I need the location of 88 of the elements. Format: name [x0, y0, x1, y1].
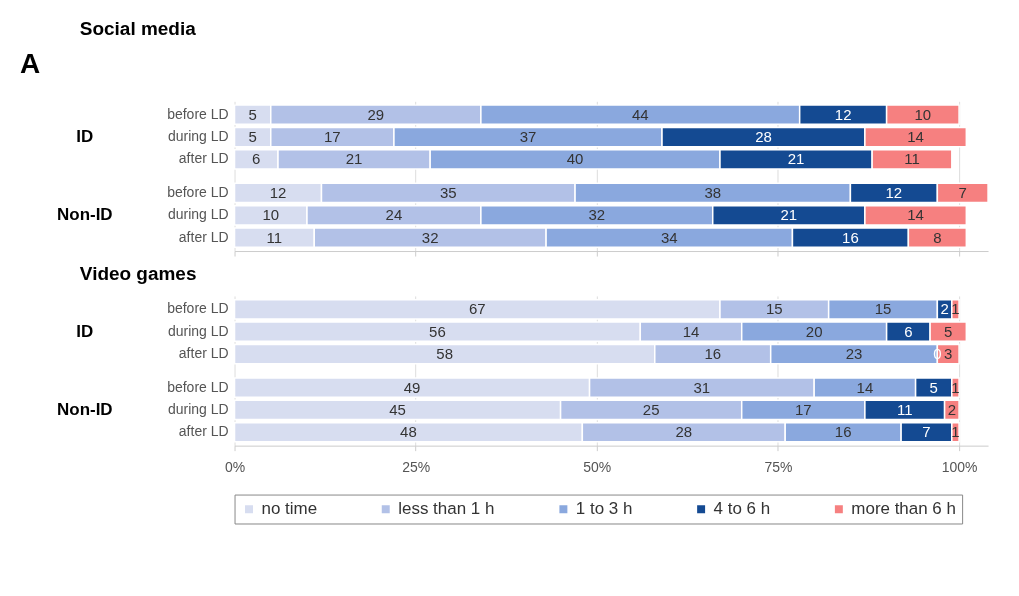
data-label: 34	[660, 228, 678, 246]
data-label: 21	[787, 150, 805, 168]
data-label: 2	[947, 400, 956, 418]
data-label: 12	[834, 105, 852, 123]
data-label: 10	[262, 206, 280, 224]
x-tick-label: 100%	[941, 459, 978, 476]
data-label: 15	[765, 300, 783, 318]
data-label: 45	[389, 400, 406, 418]
text: Non-ID	[57, 205, 113, 225]
x-tick-label: 0%	[224, 459, 246, 476]
x-tick-label: 25%	[402, 459, 431, 476]
data-label: 28	[675, 423, 693, 441]
data-label: 15	[874, 300, 892, 318]
data-label: 14	[907, 128, 924, 146]
data-label: 7	[922, 423, 931, 441]
data-label: 11	[266, 228, 283, 246]
data-label: 16	[842, 228, 859, 246]
data-label: 17	[324, 128, 341, 146]
data-label: 5	[248, 128, 257, 146]
data-label: 31	[693, 378, 711, 396]
data-label: 11	[896, 400, 913, 418]
data-label: 11	[904, 150, 920, 168]
legend-label: 4 to 6 h	[713, 499, 771, 519]
data-label: 5	[929, 378, 938, 396]
data-label: 67	[468, 300, 486, 318]
legend-label: more than 6 h	[851, 499, 956, 519]
chart-title: Video games	[79, 262, 197, 284]
data-label: 16	[834, 423, 852, 441]
data-label: 12	[269, 183, 287, 201]
data-label: 21	[780, 206, 798, 224]
y-tick-label: during LD	[167, 206, 229, 223]
data-label: 5	[944, 322, 953, 340]
y-tick-label: before LD	[167, 105, 229, 122]
data-label: 25	[642, 400, 660, 418]
data-label: 1	[951, 423, 960, 441]
y-tick-label: during LD	[167, 322, 229, 339]
data-label: 29	[367, 105, 385, 123]
legend-label: 1 to 3 h	[575, 499, 633, 519]
data-label: 3	[944, 345, 953, 363]
legend-label: no time	[261, 499, 318, 519]
y-tick-label: before LD	[167, 378, 229, 395]
data-label: 1	[951, 378, 960, 396]
data-label: 32	[421, 228, 439, 246]
data-label: 32	[588, 206, 606, 224]
y-tick-label: after LD	[178, 150, 229, 167]
legend-label: less than 1 h	[398, 499, 495, 519]
data-label: 7	[958, 183, 967, 201]
y-tick-label: during LD	[167, 128, 229, 145]
y-tick-label: after LD	[178, 345, 229, 362]
data-label: 20	[805, 322, 823, 340]
text: A	[19, 48, 41, 80]
data-label: 48	[400, 423, 417, 441]
data-label: 6	[904, 322, 913, 340]
data-label: 14	[682, 322, 700, 340]
data-label: 21	[345, 150, 363, 168]
data-label: 37	[519, 128, 537, 146]
data-label: 16	[704, 345, 722, 363]
y-tick-label: during LD	[167, 400, 229, 417]
y-tick-label: after LD	[178, 423, 229, 440]
data-label: 49	[403, 378, 421, 396]
data-label: 14	[907, 206, 924, 224]
data-label: 58	[436, 345, 453, 363]
chart-title: Social media	[79, 18, 197, 40]
data-label: 8	[933, 228, 942, 246]
data-label: 35	[439, 183, 457, 201]
y-tick-label: after LD	[178, 228, 229, 245]
data-label: 5	[248, 105, 257, 123]
data-label: 40	[566, 150, 584, 168]
data-label: 23	[845, 345, 863, 363]
data-label: 12	[885, 183, 903, 201]
text: ID	[76, 321, 94, 341]
y-tick-label: before LD	[167, 183, 229, 200]
data-label: 56	[429, 322, 446, 340]
data-label: 14	[856, 378, 874, 396]
data-label: 1	[951, 300, 960, 318]
text: ID	[76, 127, 94, 147]
data-label: 2	[940, 300, 949, 318]
x-tick-label: 75%	[764, 459, 793, 476]
text: Non-ID	[57, 399, 113, 419]
x-tick-label: 50%	[583, 459, 612, 476]
data-label: 28	[755, 128, 772, 146]
data-label: 44	[631, 105, 649, 123]
data-label: 10	[914, 105, 932, 123]
y-tick-label: before LD	[167, 300, 229, 317]
data-label: 38	[704, 183, 722, 201]
data-label: 17	[794, 400, 812, 418]
data-label: 6	[252, 150, 261, 168]
data-label: 24	[385, 206, 403, 224]
